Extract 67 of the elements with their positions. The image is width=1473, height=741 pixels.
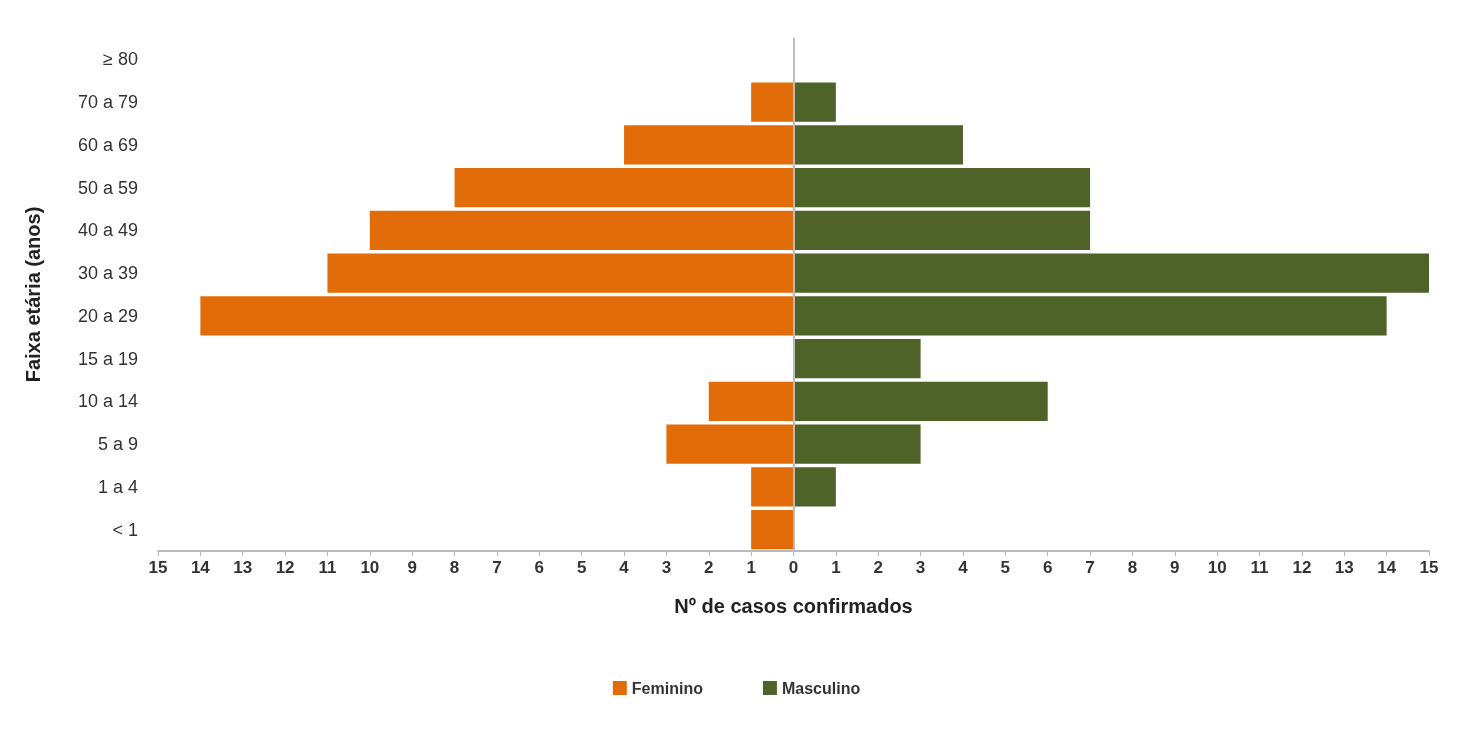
- bar: [751, 509, 794, 550]
- y-axis-title: Faixa etária (anos): [22, 206, 44, 383]
- x-tick-label: 15: [1419, 558, 1439, 577]
- x-tick-label: 4: [619, 558, 630, 577]
- x-tick-label: 14: [190, 558, 211, 577]
- x-tick-label: 2: [873, 558, 883, 577]
- bar: [666, 424, 794, 464]
- x-tick-label: 15: [148, 558, 168, 577]
- x-tick-label: 9: [407, 558, 417, 577]
- bar: [751, 467, 794, 507]
- x-tick-label: 7: [1085, 558, 1095, 577]
- x-tick-label: 2: [704, 558, 714, 577]
- x-tick-label: 3: [915, 558, 926, 577]
- x-tick-label: 9: [1170, 558, 1180, 577]
- x-tick-label: 14: [1377, 558, 1397, 577]
- legend-label: Masculino: [781, 679, 861, 697]
- y-tick-label: 50 a 59: [77, 177, 138, 198]
- legend-label: Feminino: [631, 679, 704, 697]
- y-tick-label: < 1: [112, 519, 138, 540]
- x-tick-label: 4: [958, 558, 969, 577]
- bar: [327, 253, 794, 293]
- y-tick-label: ≥ 80: [103, 49, 138, 70]
- bar: [751, 82, 794, 122]
- x-tick-label: 3: [661, 558, 672, 577]
- bar: [793, 381, 1048, 422]
- y-tick-label: 40 a 49: [77, 220, 138, 241]
- y-tick-label: 30 a 39: [77, 263, 138, 284]
- x-tick-label: 1: [746, 558, 756, 577]
- x-tick-label: 5: [576, 558, 587, 577]
- bar: [793, 82, 836, 122]
- bar: [793, 210, 1091, 251]
- y-tick-label: 1 a 4: [97, 476, 138, 497]
- x-tick-label: 1: [831, 558, 841, 577]
- x-tick-label: 7: [492, 558, 502, 577]
- bar: [200, 296, 794, 336]
- bar: [793, 467, 836, 507]
- x-tick-label: 11: [318, 558, 337, 577]
- y-tick-label: 15 a 19: [77, 348, 138, 369]
- x-tick-label: 10: [360, 558, 380, 577]
- bar: [793, 253, 1429, 293]
- y-tick-label: 70 a 79: [77, 92, 138, 113]
- bar: [454, 167, 794, 208]
- x-tick-label: 5: [1000, 558, 1011, 577]
- bar: [793, 125, 963, 165]
- x-tick-label: 10: [1207, 558, 1227, 577]
- x-axis-title: Nº de casos confirmados: [674, 595, 913, 617]
- x-tick-label: 0: [788, 558, 799, 577]
- bar: [793, 338, 921, 379]
- x-tick-label: 12: [275, 558, 295, 577]
- x-tick-label: 6: [534, 558, 545, 577]
- y-tick-label: 5 a 9: [97, 434, 138, 455]
- x-tick-label: 6: [1042, 558, 1053, 577]
- bar: [793, 167, 1091, 208]
- bar: [369, 210, 794, 251]
- x-tick-label: 12: [1292, 558, 1312, 577]
- bar: [793, 296, 1387, 336]
- y-tick-label: 20 a 29: [77, 305, 138, 326]
- x-tick-label: 8: [1127, 558, 1138, 577]
- x-tick-label: 13: [1334, 558, 1354, 577]
- y-tick-label: 10 a 14: [77, 391, 138, 412]
- x-tick-label: 8: [449, 558, 460, 577]
- bar: [793, 424, 921, 464]
- x-tick-label: 11: [1250, 558, 1269, 577]
- x-tick-label: 13: [233, 558, 253, 577]
- bar: [708, 381, 794, 422]
- y-tick-label: 60 a 69: [77, 134, 138, 155]
- bar: [624, 125, 794, 165]
